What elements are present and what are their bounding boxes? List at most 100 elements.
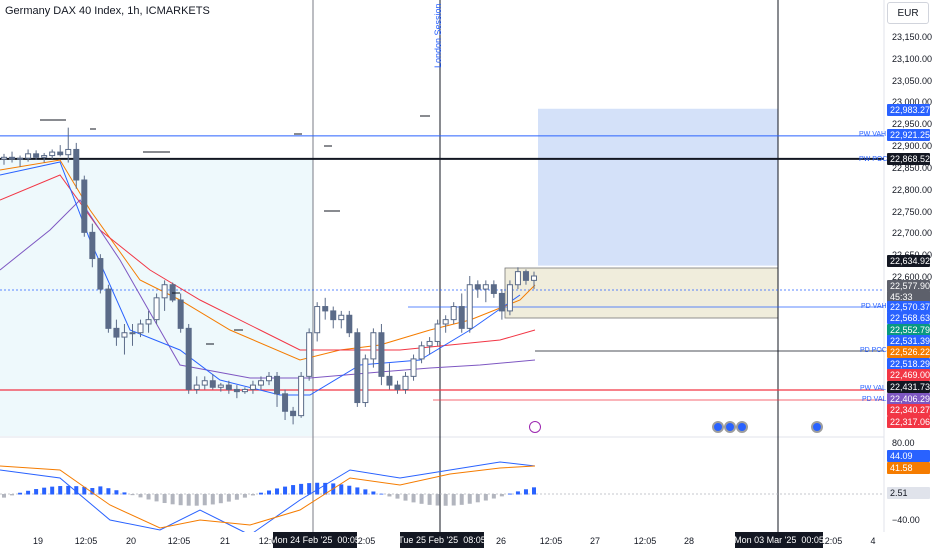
event-icon[interactable] — [811, 421, 823, 433]
pw-poc-badge: 22,868.52 — [887, 153, 930, 165]
candle-body — [153, 297, 160, 321]
candle-body — [185, 327, 192, 390]
price-axis-label: 22,800.00 — [892, 185, 932, 195]
osc-histogram-bar — [122, 492, 127, 495]
alert-icon[interactable] — [529, 421, 541, 433]
osc-histogram-bar — [226, 494, 231, 502]
osc-axis-label: −40.00 — [892, 515, 920, 525]
level-tag-pd-vah: PD VAH — [861, 303, 887, 310]
candle-body — [474, 284, 481, 290]
candle-body — [290, 410, 297, 417]
price-badge: 22,634.92 — [887, 255, 930, 267]
price-axis-label: 22,900.00 — [892, 141, 932, 151]
candle-body — [434, 323, 441, 342]
candle-body — [298, 375, 305, 417]
osc-histogram-bar — [162, 494, 167, 504]
candle-body — [25, 153, 32, 159]
osc-histogram-bar — [66, 485, 71, 495]
osc-histogram-bar — [146, 494, 151, 500]
osc-histogram-bar — [371, 491, 376, 495]
osc-histogram-bar — [403, 494, 408, 501]
price-badge: 22,568.63 — [887, 312, 930, 324]
candle-body — [426, 340, 433, 347]
price-axis-label: 23,150.00 — [892, 32, 932, 42]
osc-histogram-bar — [283, 486, 288, 495]
candle-body — [33, 153, 40, 158]
price-badge: 22,340.27 — [887, 404, 930, 416]
osc-histogram-bar — [435, 494, 440, 506]
candle-body — [17, 157, 24, 160]
candle-body — [490, 284, 497, 294]
time-highlight: Mon 24 Feb '25 00:05 — [270, 532, 360, 548]
candle-body — [274, 375, 281, 395]
osc-histogram-bar — [186, 494, 191, 506]
osc-histogram-bar — [483, 494, 488, 501]
event-icon[interactable] — [736, 421, 748, 433]
candle-body — [97, 258, 104, 290]
osc-hist-badge: 2.51 — [887, 487, 930, 499]
candle-body — [506, 284, 513, 312]
price-axis-label: 23,100.00 — [892, 54, 932, 64]
candle-body — [386, 375, 393, 386]
osc-histogram-bar — [515, 491, 520, 495]
time-axis-label: 21 — [219, 536, 231, 546]
osc-histogram-bar — [34, 489, 39, 495]
osc-histogram-bar — [90, 488, 95, 495]
candle-body — [378, 332, 385, 377]
candle-body — [161, 284, 168, 299]
candle-body — [306, 332, 313, 377]
level-tag-pw-poc: PW POC — [859, 156, 888, 163]
osc-histogram-bar — [138, 494, 143, 498]
candle-body — [233, 388, 240, 393]
price-badge: 22,518.29 — [887, 358, 930, 370]
candle-body — [257, 380, 264, 386]
candle-body — [442, 319, 449, 325]
pd-poc-badge: 22,526.22 — [887, 346, 930, 358]
osc-histogram-bar — [291, 485, 296, 495]
osc-histogram-bar — [443, 494, 448, 506]
candle-body — [81, 179, 88, 233]
osc-histogram-bar — [307, 483, 312, 495]
currency-selector[interactable]: EUR — [887, 2, 929, 24]
level-tag-pd-poc: PD POC — [860, 347, 887, 354]
osc-histogram-bar — [499, 494, 504, 497]
candle-body — [330, 310, 337, 321]
osc-histogram-bar — [355, 487, 360, 495]
pw-vah-badge: 22,921.25 — [887, 129, 930, 141]
osc-histogram-bar — [379, 493, 384, 495]
osc-histogram-bar — [42, 487, 47, 495]
osc-histogram-bar — [58, 486, 63, 495]
osc-histogram-bar — [98, 486, 103, 495]
symbol-title[interactable]: Germany DAX 40 Index, 1h, ICMARKETS — [5, 5, 210, 17]
event-icon[interactable] — [724, 421, 736, 433]
event-icon[interactable] — [712, 421, 724, 433]
osc-histogram-bar — [10, 494, 15, 496]
osc-histogram-bar — [202, 494, 207, 506]
candle-body — [57, 151, 64, 156]
time-axis-label: 12:05 — [819, 536, 843, 546]
price-badge: 22,531.39 — [887, 335, 930, 347]
time-axis-label: 12:05 — [167, 536, 191, 546]
osc-histogram-bar — [74, 486, 79, 495]
osc-histogram-bar — [170, 494, 175, 505]
candle-body — [169, 284, 176, 301]
osc-histogram-bar — [491, 494, 496, 499]
price-axis-label: 22,700.00 — [892, 228, 932, 238]
time-axis-label: 12:05 — [258, 536, 282, 546]
osc-histogram-bar — [18, 492, 23, 495]
candle-body — [450, 306, 457, 321]
osc-histogram-bar — [114, 490, 119, 495]
target-zone — [538, 108, 778, 266]
pd-val-badge: 22,406.29 — [887, 393, 930, 405]
price-badge: 22,983.27 — [887, 104, 930, 116]
osc-histogram-bar — [275, 488, 280, 495]
candle-body — [49, 151, 56, 157]
candle-body — [217, 384, 224, 388]
osc-histogram-bar — [210, 494, 215, 505]
pd-vah-badge: 22,570.37 — [887, 301, 930, 313]
candle-body — [338, 314, 345, 321]
time-axis-label: 12:05 — [352, 536, 376, 546]
moving-average-line — [0, 199, 536, 379]
candle-body — [282, 393, 289, 412]
